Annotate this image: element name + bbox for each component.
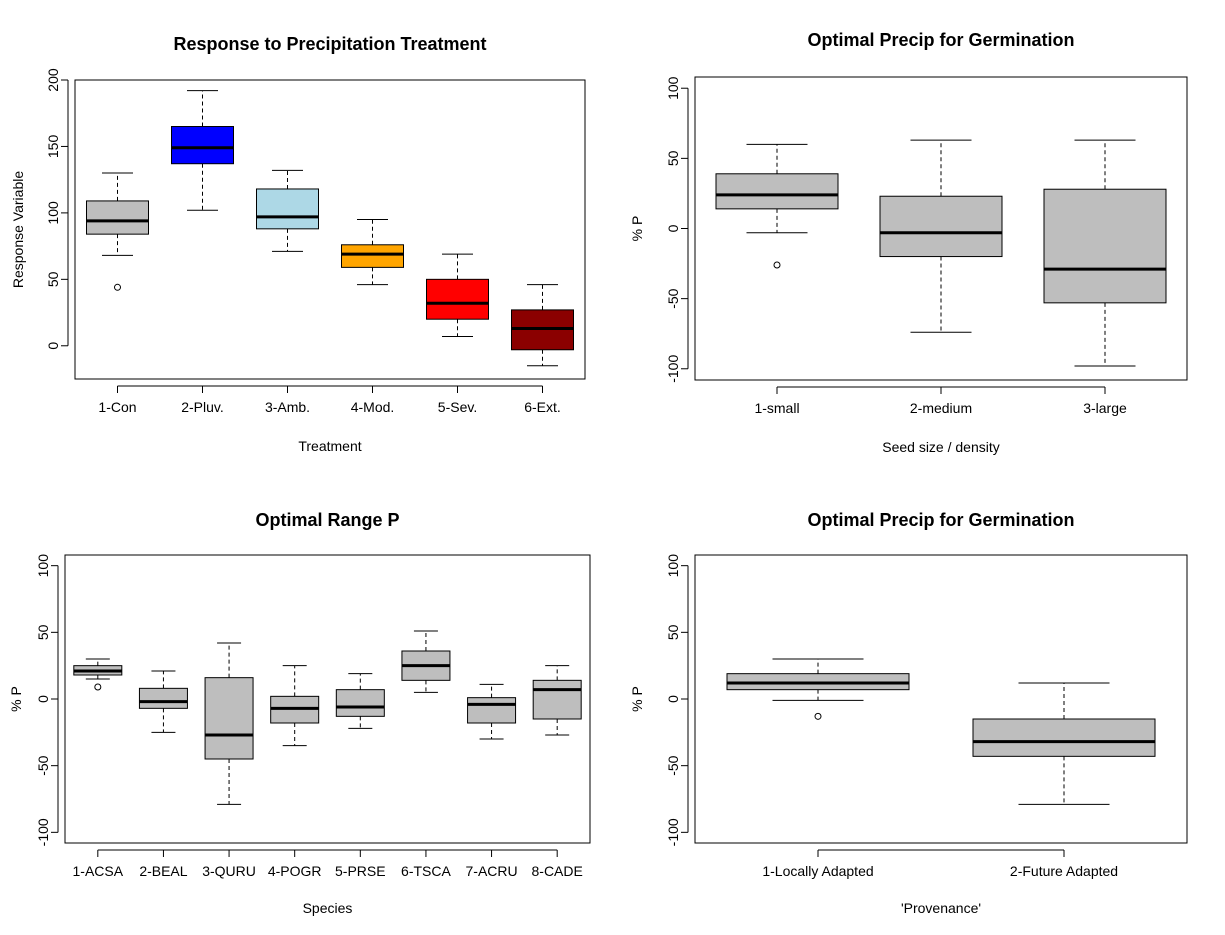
x-tick-label: 1-Locally Adapted — [762, 863, 873, 879]
y-axis-label: % P — [8, 686, 24, 712]
box-4 — [270, 665, 320, 747]
iqr-box — [341, 244, 404, 268]
x-tick-label: 1-ACSA — [73, 863, 124, 879]
y-axis-label: % P — [629, 216, 645, 242]
chart-panel-2: Optimal Precip for Germination -100 -50 0 50… — [629, 30, 1188, 455]
iqr-box — [171, 126, 234, 165]
plot-frame — [74, 79, 586, 380]
y-tick-label: 100 — [35, 554, 51, 578]
iqr-box — [86, 200, 149, 235]
chart-panel-3: Optimal Range P -100 -50 0 50 100 % P 1-ACSA 2-B… — [8, 510, 591, 916]
y-tick-label: -100 — [665, 818, 681, 846]
iqr-box — [972, 718, 1156, 757]
x-tick-label: 2-Pluv. — [181, 399, 224, 415]
x-tick-label: 5-PRSE — [335, 863, 386, 879]
iqr-box — [335, 689, 385, 717]
x-axis-label: Species — [303, 900, 353, 916]
x-tick-label: 4-POGR — [268, 863, 322, 879]
y-tick-label: 0 — [45, 342, 61, 350]
x-tick-label: 7-ACRU — [466, 863, 518, 879]
chart-title: Response to Precipitation Treatment — [173, 34, 486, 54]
box-2 — [972, 682, 1156, 805]
box-4 — [341, 219, 404, 286]
iqr-box — [426, 278, 489, 320]
chart-title: Optimal Precip for Germination — [807, 30, 1074, 50]
outlier-point — [94, 683, 102, 691]
y-tick-label: -50 — [665, 755, 681, 775]
y-tick-label: 100 — [665, 554, 681, 578]
x-axis-label: Seed size / density — [882, 439, 1000, 455]
x-tick-label: 1-Con — [98, 399, 136, 415]
plot-frame — [64, 554, 591, 844]
x-tick-label: 3-QURU — [202, 863, 256, 879]
iqr-box — [204, 677, 254, 760]
chart-title: Optimal Range P — [255, 510, 399, 530]
iqr-box — [138, 687, 188, 709]
y-tick-label: 100 — [665, 76, 681, 100]
y-tick-label: 200 — [45, 68, 61, 92]
x-tick-label: 6-TSCA — [401, 863, 451, 879]
outlier-point — [814, 712, 822, 720]
box-3 — [204, 642, 254, 805]
box-1 — [86, 172, 149, 291]
x-tick-label: 1-small — [754, 400, 799, 416]
plot-frame — [694, 554, 1188, 844]
y-tick-label: 0 — [35, 695, 51, 703]
y-tick-label: 0 — [665, 224, 681, 232]
y-axis-label: % P — [629, 686, 645, 712]
x-tick-label: 2-BEAL — [139, 863, 187, 879]
y-tick-label: 50 — [665, 150, 681, 166]
y-tick-label: 50 — [665, 624, 681, 640]
x-tick-label: 3-Amb. — [265, 399, 310, 415]
y-tick-label: 100 — [45, 201, 61, 225]
x-tick-label: 2-medium — [910, 400, 972, 416]
plot-frame — [694, 76, 1188, 381]
iqr-box — [715, 173, 839, 210]
y-tick-label: 50 — [45, 271, 61, 287]
x-tick-label: 8-CADE — [532, 863, 583, 879]
y-tick-label: 0 — [665, 695, 681, 703]
x-tick-label: 6-Ext. — [524, 399, 561, 415]
box-3 — [1043, 139, 1167, 367]
chart-panel-4: Optimal Precip for Germination -100 -50 0 50… — [629, 510, 1188, 916]
box-5 — [335, 673, 385, 729]
x-axis-label: Treatment — [298, 438, 361, 454]
y-tick-label: -100 — [35, 818, 51, 846]
box-1 — [73, 658, 123, 691]
x-tick-label: 3-large — [1083, 400, 1127, 416]
y-tick-label: 50 — [35, 624, 51, 640]
box-3 — [256, 169, 319, 252]
y-tick-label: 150 — [45, 135, 61, 159]
iqr-box — [1043, 188, 1167, 304]
y-axis-label: Response Variable — [10, 171, 26, 288]
outlier-point — [114, 283, 121, 291]
chart-title: Optimal Precip for Germination — [807, 510, 1074, 530]
y-tick-label: -50 — [665, 288, 681, 308]
box-6 — [401, 630, 451, 693]
chart-panel-1: Response to Precipitation Treatment 0 50 10… — [10, 34, 586, 454]
box-2 — [171, 90, 234, 211]
iqr-box — [256, 188, 319, 230]
outlier-point — [773, 261, 781, 269]
x-axis-label: 'Provenance' — [901, 900, 981, 916]
x-tick-label: 5-Sev. — [438, 399, 477, 415]
box-1 — [715, 143, 839, 269]
box-2 — [138, 670, 188, 733]
box-2 — [879, 139, 1003, 333]
y-tick-label: -50 — [35, 755, 51, 775]
iqr-box — [532, 679, 582, 720]
box-6 — [511, 284, 574, 367]
x-tick-label: 2-Future Adapted — [1010, 863, 1118, 879]
iqr-box — [467, 697, 517, 724]
box-5 — [426, 253, 489, 337]
iqr-box — [879, 195, 1003, 258]
y-tick-label: -100 — [665, 355, 681, 383]
x-tick-label: 4-Mod. — [351, 399, 395, 415]
box-1 — [726, 658, 910, 720]
box-7 — [467, 683, 517, 740]
box-8 — [532, 665, 582, 736]
